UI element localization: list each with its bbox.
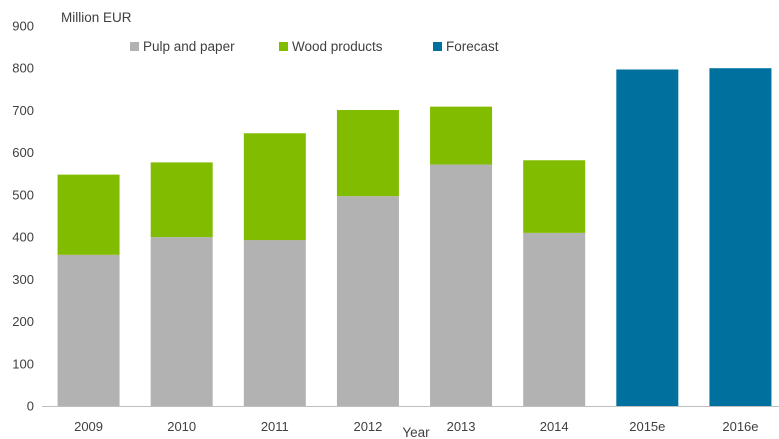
bar-pulp-and-paper bbox=[150, 237, 213, 406]
legend-swatch bbox=[279, 42, 288, 51]
y-tick-label: 100 bbox=[12, 356, 34, 371]
bar-pulp-and-paper bbox=[57, 254, 120, 406]
bar-forecast bbox=[616, 69, 679, 406]
y-tick-label: 400 bbox=[12, 230, 34, 245]
y-axis-title: Million EUR bbox=[61, 10, 132, 25]
legend: Pulp and paper Wood products Forecast bbox=[130, 39, 499, 54]
bar-pulp-and-paper bbox=[430, 164, 493, 406]
y-tick-label: 500 bbox=[12, 187, 34, 202]
bar-wood-products bbox=[57, 174, 120, 255]
y-axis: 0 100 200 300 400 500 600 700 800 900 bbox=[12, 19, 34, 414]
bar-pulp-and-paper bbox=[523, 232, 586, 406]
bar-pulp-and-paper bbox=[243, 240, 306, 406]
legend-swatch bbox=[130, 42, 139, 51]
x-tick-label: 2012 bbox=[353, 419, 382, 434]
bar-forecast bbox=[709, 68, 772, 406]
y-tick-label: 200 bbox=[12, 314, 34, 329]
y-tick-label: 800 bbox=[12, 61, 34, 76]
y-tick-label: 0 bbox=[27, 399, 34, 414]
y-tick-label: 600 bbox=[12, 145, 34, 160]
y-tick-label: 900 bbox=[12, 19, 34, 34]
legend-label: Pulp and paper bbox=[143, 39, 235, 54]
x-tick-label: 2010 bbox=[167, 419, 196, 434]
bar-wood-products bbox=[336, 110, 399, 197]
y-tick-label: 700 bbox=[12, 103, 34, 118]
bars bbox=[57, 68, 772, 406]
bar-wood-products bbox=[150, 162, 213, 238]
x-axis-title: Year bbox=[402, 425, 430, 439]
x-tick-label: 2009 bbox=[74, 419, 103, 434]
bar-pulp-and-paper bbox=[336, 196, 399, 406]
x-tick-label: 2013 bbox=[447, 419, 476, 434]
bar-wood-products bbox=[523, 160, 586, 233]
legend-label: Forecast bbox=[446, 39, 499, 54]
y-tick-label: 300 bbox=[12, 272, 34, 287]
x-tick-label: 2016e bbox=[722, 419, 758, 434]
bar-wood-products bbox=[430, 106, 493, 165]
x-tick-label: 2015e bbox=[629, 419, 665, 434]
x-axis: 2009 2010 2011 2012 2013 2014 2015e 2016e bbox=[74, 419, 758, 434]
bar-wood-products bbox=[243, 133, 306, 241]
legend-swatch bbox=[433, 42, 442, 51]
x-tick-label: 2014 bbox=[540, 419, 569, 434]
x-tick-label: 2011 bbox=[261, 419, 289, 434]
legend-label: Wood products bbox=[292, 39, 383, 54]
